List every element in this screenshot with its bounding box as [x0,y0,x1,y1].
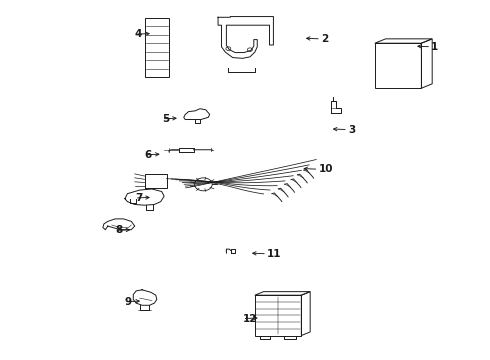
Text: 8: 8 [115,225,122,235]
Text: 6: 6 [145,150,152,160]
Text: 10: 10 [318,164,333,174]
Text: 5: 5 [162,114,169,124]
Text: 7: 7 [135,193,142,203]
Text: 3: 3 [348,125,355,135]
Text: 11: 11 [267,249,282,259]
Text: 4: 4 [135,29,142,39]
Text: 9: 9 [125,297,132,307]
Text: 1: 1 [431,42,439,52]
Text: 12: 12 [243,314,257,324]
Text: 2: 2 [321,34,328,44]
